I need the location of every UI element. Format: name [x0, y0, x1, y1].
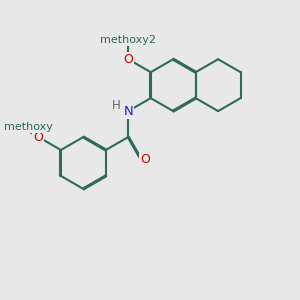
- Text: N: N: [123, 105, 133, 118]
- Text: O: O: [123, 53, 133, 66]
- Text: methoxy: methoxy: [4, 122, 53, 132]
- Text: O: O: [140, 153, 150, 166]
- Text: O: O: [34, 130, 44, 143]
- Text: methoxy2: methoxy2: [100, 35, 156, 45]
- Text: H: H: [112, 99, 121, 112]
